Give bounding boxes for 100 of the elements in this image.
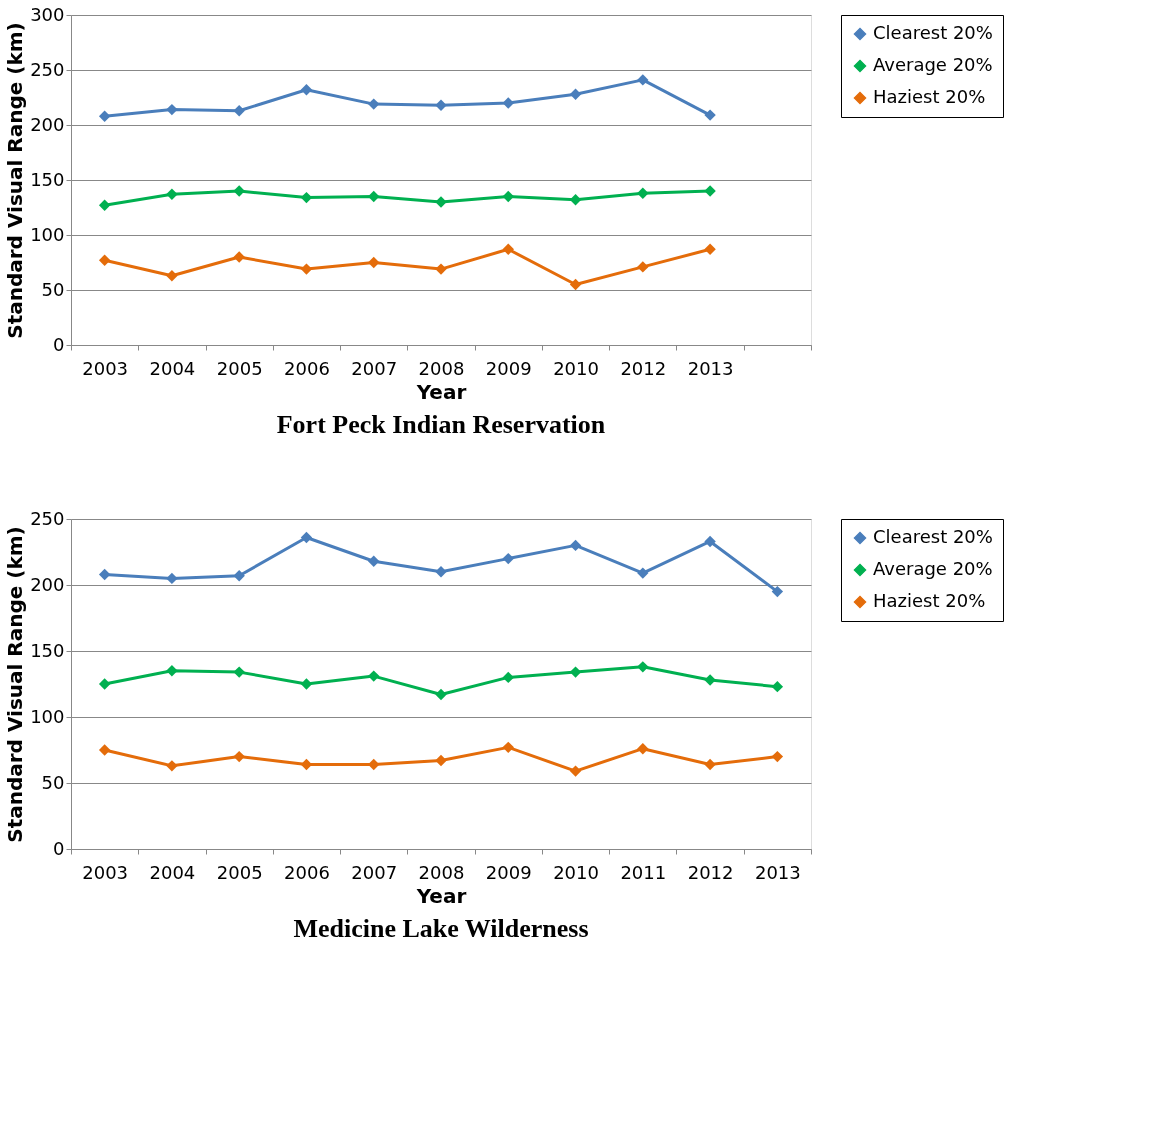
point (771, 680, 784, 693)
point (233, 105, 245, 117)
x-axis-title: Year (415, 883, 467, 908)
x-tick-label: 2005 (216, 861, 263, 883)
point (233, 185, 245, 197)
point (704, 758, 716, 771)
x-tick-label: 2010 (553, 861, 599, 883)
x-tick-label: 2006 (284, 861, 330, 883)
point (98, 744, 111, 756)
point (368, 190, 380, 203)
x-tick-label: 2003 (82, 357, 129, 379)
y-tick-label: 250 (30, 58, 65, 80)
point (502, 190, 514, 203)
point (637, 261, 649, 273)
y-tick-label: 50 (41, 278, 65, 300)
x-tick-label: 2012 (687, 861, 734, 883)
x-tick-label: 2007 (351, 861, 398, 883)
point (502, 741, 514, 754)
point (368, 256, 380, 269)
legend-label: Average 20% (873, 54, 993, 75)
x-tick-label: 2008 (418, 861, 465, 883)
point (166, 665, 178, 677)
point (771, 750, 784, 763)
y-axis-title: Standard Visual Range (km) (3, 22, 28, 339)
y-axis-title: Standard Visual Range (km) (3, 526, 28, 843)
x-tick-label: 2011 (620, 861, 667, 883)
point (98, 254, 111, 266)
point (704, 674, 716, 686)
point (637, 661, 649, 673)
x-tick-label: 2009 (485, 357, 532, 379)
y-tick-label: 300 (30, 3, 65, 25)
point (368, 98, 380, 110)
point (233, 251, 245, 263)
point (637, 567, 649, 579)
point (771, 585, 784, 598)
x-tick-label: 2005 (216, 357, 263, 379)
point (166, 103, 178, 116)
x-axis-title: Year (415, 379, 467, 404)
point (704, 109, 716, 121)
x-tick-label: 2009 (485, 861, 532, 883)
point (569, 539, 582, 552)
point (98, 199, 111, 211)
point (368, 758, 380, 771)
y-tick-label: 150 (30, 168, 65, 190)
legend-label: Haziest 20% (873, 86, 986, 107)
point (98, 678, 111, 690)
x-tick-label: 2012 (620, 357, 667, 379)
point (569, 765, 582, 777)
text: Fort Peck Indian Reservation (276, 410, 606, 439)
point (98, 110, 111, 122)
point (166, 572, 178, 585)
point (300, 84, 313, 96)
point (502, 97, 514, 109)
point (435, 566, 447, 578)
y-tick-label: 150 (30, 639, 65, 661)
x-tick-label: 2013 (754, 861, 801, 883)
x-tick-label: 2003 (82, 861, 129, 883)
point (166, 188, 178, 200)
point (637, 742, 649, 755)
legend-label: Clearest 20% (873, 526, 993, 547)
point (435, 99, 447, 111)
point (233, 750, 245, 763)
y-tick-label: 250 (30, 507, 65, 529)
x-tick-label: 2008 (418, 357, 465, 379)
point (300, 678, 313, 690)
point (502, 671, 514, 684)
text: Medicine Lake Wilderness (293, 914, 589, 943)
point (704, 243, 716, 255)
x-tick-label: 2004 (149, 861, 196, 883)
y-tick-label: 50 (41, 771, 65, 793)
point (435, 688, 447, 701)
point (637, 74, 649, 86)
x-tick-label: 2006 (284, 357, 330, 379)
point (435, 196, 447, 208)
y-tick-label: 100 (30, 705, 65, 727)
point (637, 187, 649, 199)
y-tick-label: 200 (30, 113, 65, 135)
point (704, 185, 716, 197)
point (569, 278, 582, 291)
x-tick-label: 2007 (351, 357, 398, 379)
point (704, 535, 716, 548)
point (300, 531, 313, 544)
point (368, 555, 380, 567)
point (435, 754, 447, 767)
y-tick-label: 0 (53, 333, 65, 355)
legend-label: Clearest 20% (873, 22, 993, 43)
point (435, 263, 447, 275)
y-tick-label: 200 (30, 573, 65, 595)
point (233, 570, 245, 582)
legend-label: Average 20% (873, 558, 993, 579)
point (502, 552, 514, 565)
legend-label: Haziest 20% (873, 590, 986, 611)
point (569, 88, 582, 100)
point (166, 270, 178, 282)
point (502, 243, 514, 255)
point (166, 760, 178, 772)
point (233, 666, 245, 678)
x-tick-label: 2013 (687, 357, 734, 379)
y-tick-label: 100 (30, 223, 65, 245)
y-tick-label: 0 (53, 837, 65, 859)
